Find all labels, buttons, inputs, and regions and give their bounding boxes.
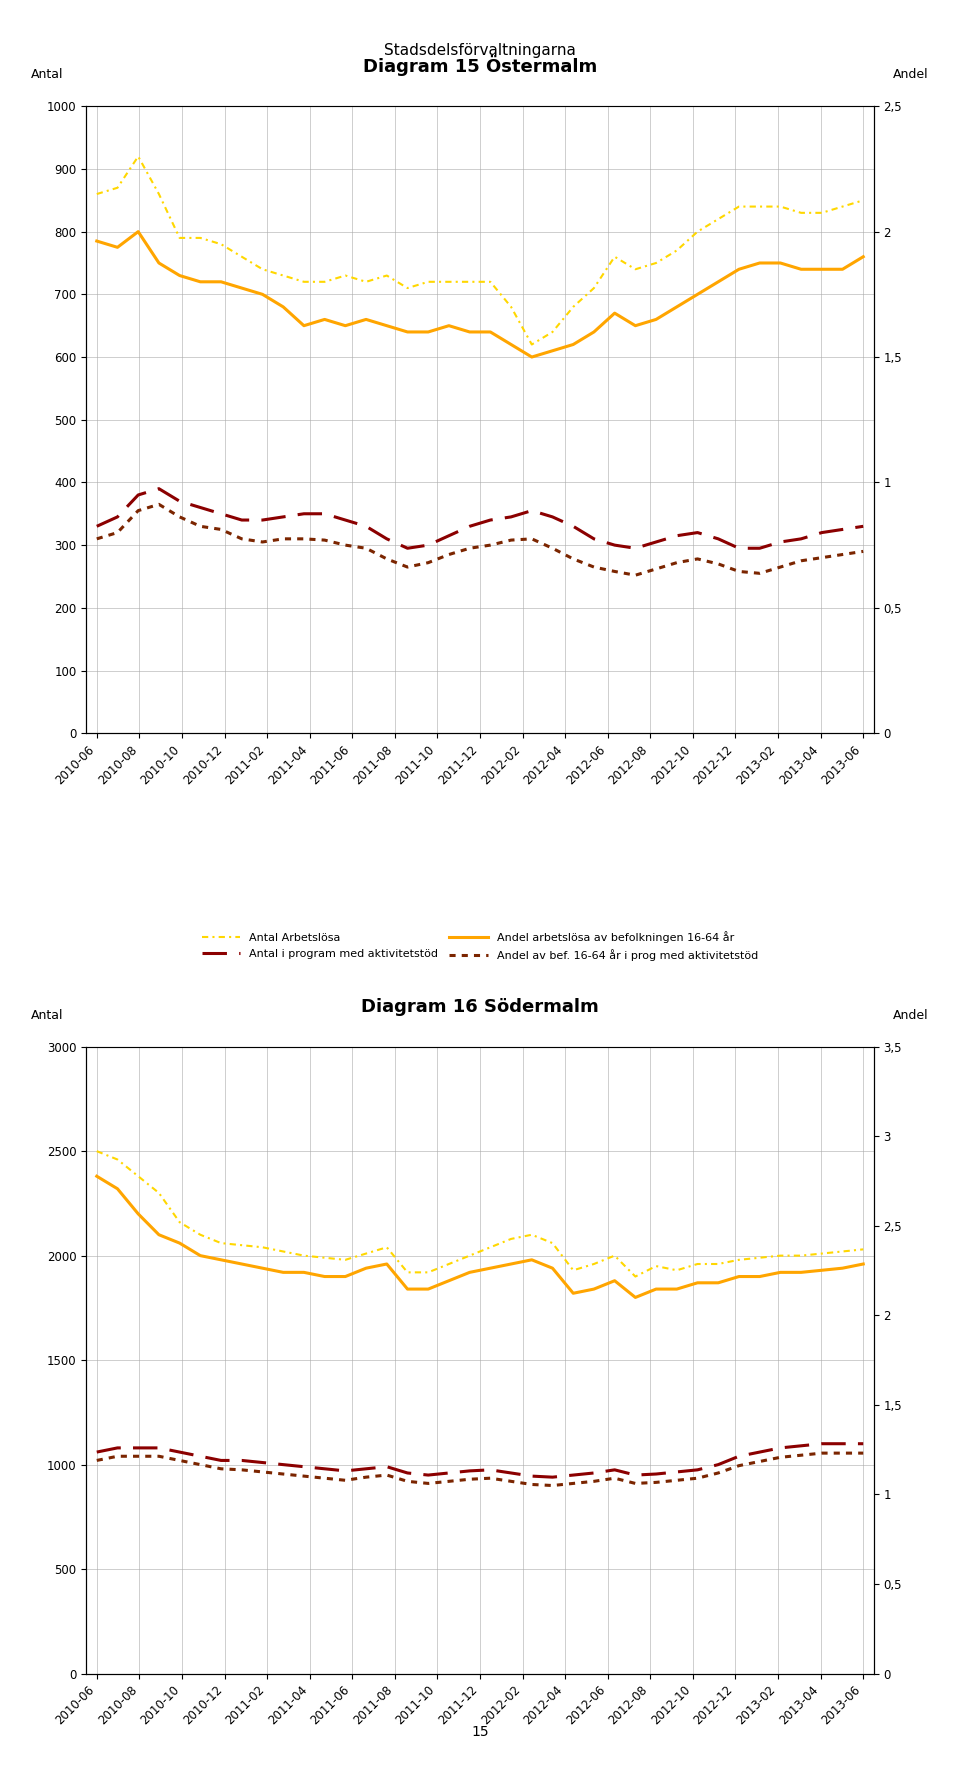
Text: Antal: Antal <box>32 67 63 81</box>
Legend: Antal Arbetslösa, Antal i program med aktivitetstöd, Andel arbetslösa av befolkn: Antal Arbetslösa, Antal i program med ak… <box>197 926 763 965</box>
Text: 15: 15 <box>471 1725 489 1739</box>
Title: Diagram 15 Östermalm: Diagram 15 Östermalm <box>363 55 597 76</box>
Text: Stadsdelsförvaltningarna: Stadsdelsförvaltningarna <box>384 43 576 57</box>
Title: Diagram 16 Södermalm: Diagram 16 Södermalm <box>361 997 599 1017</box>
Text: Andel: Andel <box>893 67 928 81</box>
Text: Andel: Andel <box>893 1008 928 1022</box>
Text: Antal: Antal <box>32 1008 63 1022</box>
